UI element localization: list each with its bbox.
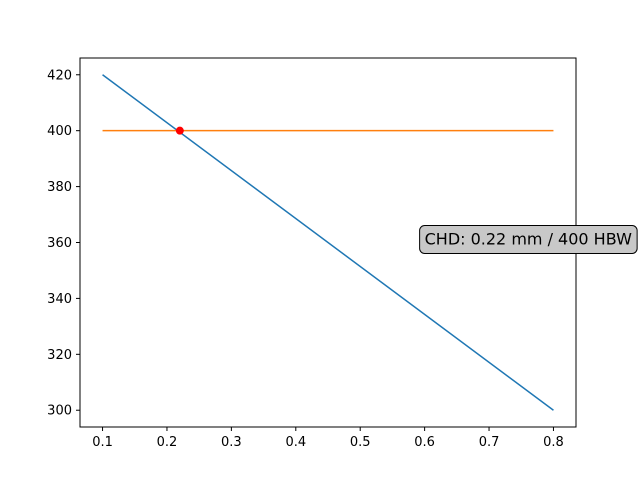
annotation-1: CHD: 0.22 mm / 400 HBW: [419, 225, 638, 254]
annotation-layer: CHD: 0.22 mm / 400 HBW: [419, 225, 638, 254]
y-tick-label: 420: [47, 68, 72, 83]
x-tick-label: 0.7: [479, 435, 500, 450]
intersection-point-1: [175, 126, 184, 135]
x-tick-label: 0.5: [350, 435, 371, 450]
y-tick-label: 340: [47, 292, 72, 307]
annotation-text: CHD: 0.22 mm / 400 HBW: [425, 230, 633, 249]
annotation-box: [419, 225, 638, 254]
y-tick-label: 320: [47, 348, 72, 363]
y-tick-label: 380: [47, 180, 72, 195]
axes: 0.1 0.2 0.3 0.4 0.5 0.6 0.7 0.8 300 320 340 360 380 4…: [47, 57, 577, 450]
x-tick-label: 0.1: [92, 435, 113, 450]
y-tick-label: 360: [47, 236, 72, 251]
y-tick-label: 400: [47, 124, 72, 139]
y-tick-label: 300: [47, 404, 72, 419]
plot-area: [102, 74, 554, 411]
x-tick-label: 0.3: [221, 435, 242, 450]
x-tick-label: 0.4: [285, 435, 306, 450]
x-tick-label: 0.6: [414, 435, 435, 450]
x-tick-label: 0.8: [543, 435, 564, 450]
x-tick-label: 0.2: [157, 435, 178, 450]
